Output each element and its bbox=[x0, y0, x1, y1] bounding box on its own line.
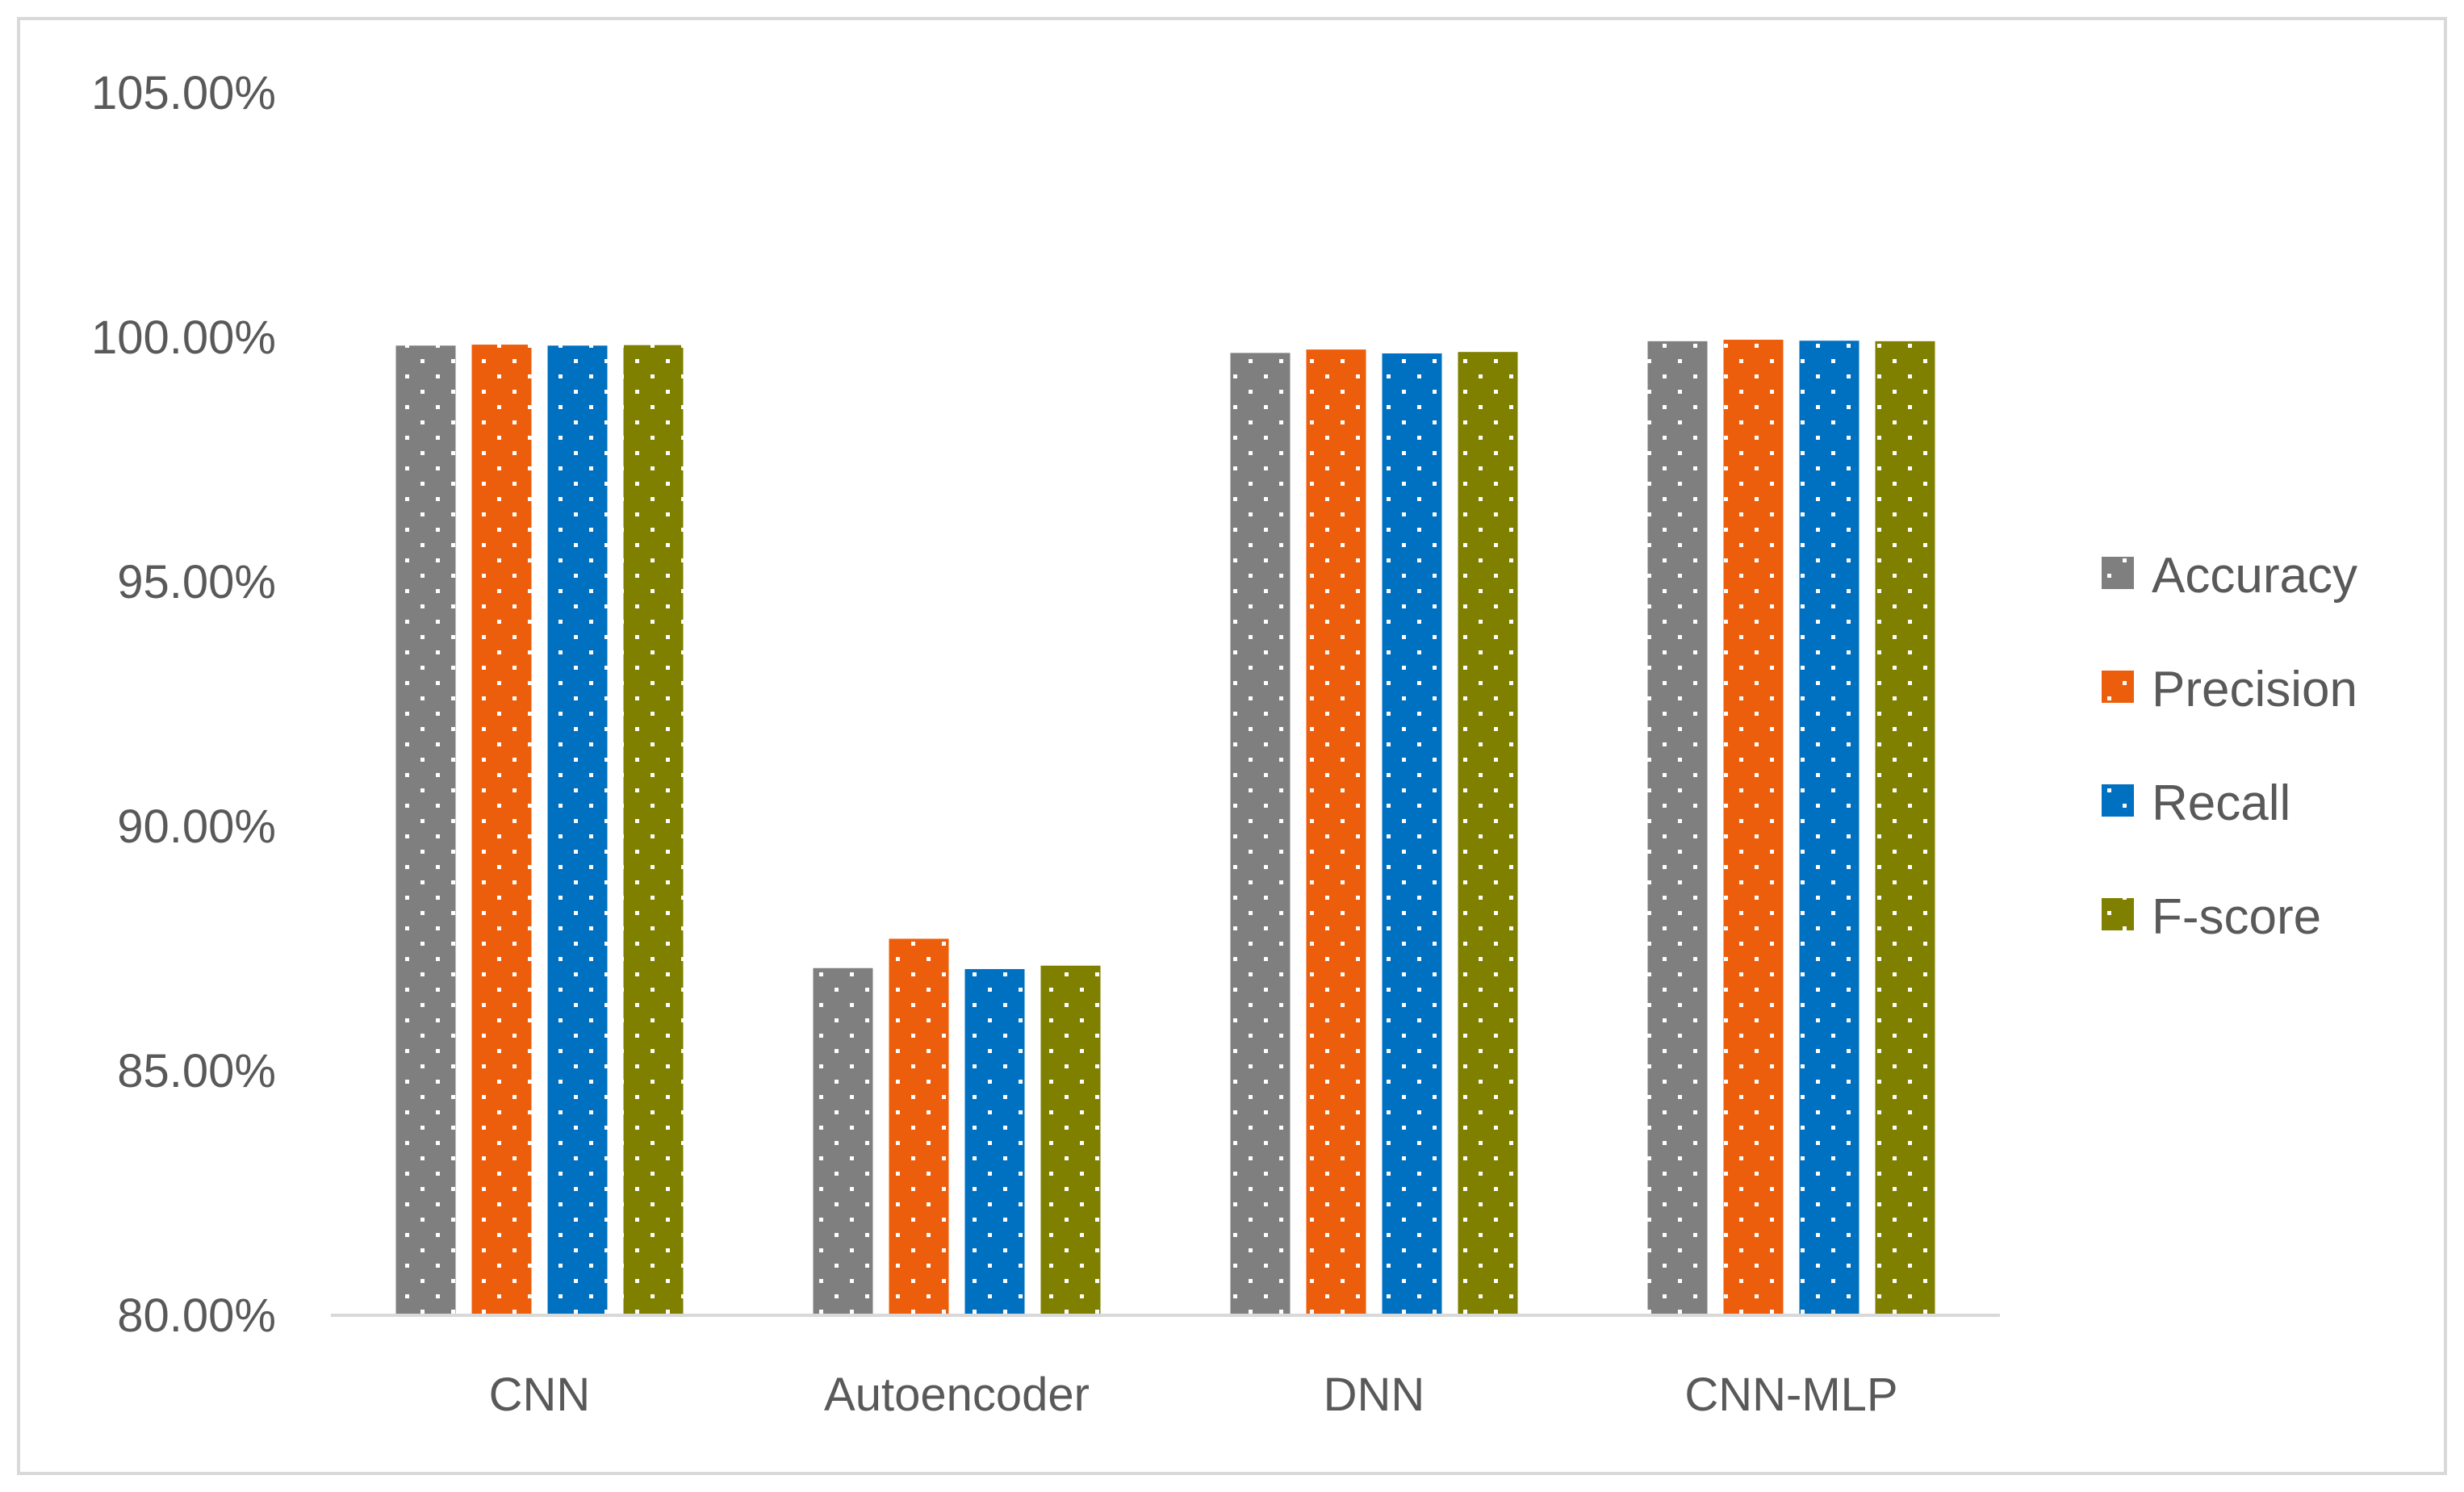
y-tick-label: 85.00% bbox=[117, 1045, 276, 1097]
bar-precision-autoencoder bbox=[889, 938, 949, 1315]
bar-f-score-autoencoder bbox=[1040, 965, 1101, 1315]
y-axis: 80.00% 85.00% 90.00% 95.00% 100.00% 105.00% bbox=[91, 67, 276, 1342]
bar-precision-dnn bbox=[1306, 349, 1366, 1315]
x-axis: CNN Autoencoder DNN CNN-MLP bbox=[489, 1369, 1898, 1421]
legend-swatch-accuracy bbox=[2102, 557, 2134, 589]
bar-accuracy-cnn bbox=[395, 345, 456, 1315]
y-tick-label: 95.00% bbox=[117, 556, 276, 608]
bar-precision-cnn-mlp bbox=[1723, 340, 1784, 1315]
legend-label-accuracy: Accuracy bbox=[2152, 548, 2357, 604]
plot-area bbox=[395, 340, 1935, 1316]
y-tick-label: 105.00% bbox=[91, 67, 276, 119]
bar-recall-autoencoder bbox=[964, 968, 1025, 1315]
bar-accuracy-cnn-mlp bbox=[1647, 341, 1708, 1315]
bar-f-score-dnn bbox=[1458, 352, 1518, 1316]
x-tick-label: CNN bbox=[489, 1369, 591, 1421]
y-tick-label: 100.00% bbox=[91, 311, 276, 364]
x-tick-label: CNN-MLP bbox=[1684, 1369, 1897, 1421]
bar-recall-dnn bbox=[1382, 353, 1442, 1315]
legend-swatch-f-score bbox=[2102, 898, 2134, 930]
bar-precision-cnn bbox=[471, 345, 532, 1316]
legend-label-f-score: F-score bbox=[2152, 889, 2321, 945]
y-tick-label: 90.00% bbox=[117, 800, 276, 853]
bar-accuracy-autoencoder bbox=[813, 968, 873, 1315]
legend-swatch-recall bbox=[2102, 784, 2134, 817]
legend-label-precision: Precision bbox=[2152, 662, 2357, 717]
bar-accuracy-dnn bbox=[1230, 353, 1291, 1316]
bar-f-score-cnn bbox=[623, 345, 684, 1315]
bar-recall-cnn bbox=[547, 345, 608, 1315]
legend-label-recall: Recall bbox=[2152, 775, 2290, 831]
x-tick-label: DNN bbox=[1324, 1369, 1425, 1421]
y-tick-label: 80.00% bbox=[117, 1289, 276, 1342]
x-tick-label: Autoencoder bbox=[824, 1369, 1090, 1421]
legend-swatch-precision bbox=[2102, 671, 2134, 703]
legend: Accuracy Precision Recall F-score bbox=[2102, 548, 2357, 945]
bar-recall-cnn-mlp bbox=[1799, 341, 1860, 1316]
bar-f-score-cnn-mlp bbox=[1875, 341, 1935, 1315]
